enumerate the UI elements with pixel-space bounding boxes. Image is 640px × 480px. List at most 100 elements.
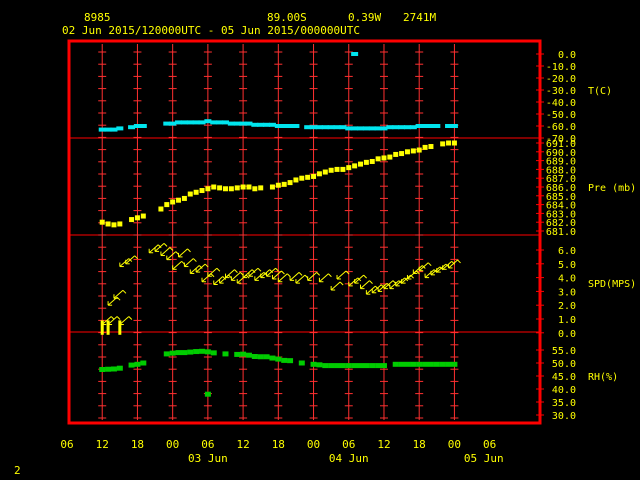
temperature-point — [204, 119, 212, 124]
y-tick-label: 689.0 — [546, 157, 576, 168]
humidity-point — [287, 358, 294, 364]
wind-arrow — [113, 289, 127, 299]
pressure-point — [416, 147, 422, 153]
humidity-point — [204, 349, 211, 355]
humidity-point — [369, 363, 376, 369]
pressure-point — [222, 186, 228, 192]
wind-arrow — [354, 274, 367, 284]
y-tick-label: 0.0 — [558, 50, 576, 61]
temperature-point — [116, 126, 124, 131]
wind-arrow — [224, 269, 238, 279]
pressure-point — [228, 186, 234, 192]
pressure-point — [199, 188, 205, 194]
wind-arrow — [271, 270, 285, 280]
humidity-point — [99, 367, 106, 372]
x-tick-label: 06 — [60, 438, 73, 451]
x-tick-label: 18 — [131, 438, 144, 451]
x-tick-label: 06 — [342, 438, 355, 451]
humidity-point — [345, 363, 352, 369]
y-tick-label: 30.0 — [552, 411, 576, 422]
temperature-point — [251, 122, 259, 127]
temperature-point — [392, 125, 400, 130]
x-tick-label: 00 — [166, 438, 179, 451]
pressure-point — [404, 149, 410, 155]
calm-wind-marker — [100, 320, 104, 335]
humidity-point — [210, 350, 217, 356]
temperature-point — [445, 124, 453, 128]
humidity-point — [433, 361, 440, 367]
x-tick-label: 06 — [483, 438, 496, 451]
x-day-label: 04 Jun — [329, 452, 369, 465]
temperature-point — [98, 127, 106, 132]
humidity-point — [380, 363, 387, 369]
humidity-point — [328, 363, 335, 369]
temperature-point — [133, 124, 141, 128]
temperature-point — [245, 121, 253, 126]
humidity-point — [193, 349, 200, 355]
y-tick-label: 2.0 — [558, 301, 576, 312]
pressure-point — [393, 151, 399, 157]
calm-wind-marker — [118, 320, 122, 335]
y-tick-label: 1.0 — [558, 315, 576, 326]
temperature-point — [227, 121, 235, 126]
temperature-point — [268, 122, 276, 127]
station-longitude: 0.39W — [348, 11, 382, 24]
temperature-point — [304, 125, 312, 130]
pressure-point — [316, 171, 322, 177]
temperature-point — [315, 125, 323, 130]
pressure-point — [410, 148, 416, 154]
humidity-point — [404, 361, 411, 367]
wind-arrow — [148, 244, 162, 254]
humidity-point — [416, 361, 423, 367]
panel-label: Pre (mb) — [588, 183, 636, 194]
station-elevation: 2741M — [403, 11, 437, 24]
y-tick-label: 6.0 — [558, 246, 576, 257]
pressure-point — [352, 163, 358, 169]
y-tick-label: -10.0 — [546, 62, 576, 73]
x-tick-label: 18 — [413, 438, 426, 451]
wind-arrow — [442, 260, 456, 270]
y-tick-label: 5.0 — [558, 260, 576, 271]
grid-layer — [69, 44, 544, 420]
pressure-point — [99, 219, 105, 225]
temperature-point — [175, 120, 183, 125]
x-tick-label: 12 — [236, 438, 249, 451]
wind-arrow — [389, 280, 403, 290]
y-tick-label: -60.0 — [546, 122, 576, 133]
x-tick-label: 00 — [307, 438, 320, 451]
pressure-point — [446, 140, 452, 146]
pressure-point — [328, 167, 334, 173]
temperature-point — [368, 126, 376, 131]
y-tick-label: 683.0 — [546, 209, 576, 220]
pressure-point — [399, 151, 405, 157]
temperature-point — [327, 125, 335, 130]
temperature-point — [292, 124, 300, 128]
temperature-point — [351, 52, 359, 56]
temperature-point — [421, 124, 429, 128]
pressure-point — [211, 184, 217, 190]
station-latitude: 89.00S — [267, 11, 307, 24]
pressure-point — [440, 141, 446, 147]
pressure-point — [381, 155, 387, 161]
pressure-point — [176, 197, 182, 203]
humidity-point — [110, 366, 117, 372]
humidity-point — [281, 357, 288, 363]
pressure-point — [281, 181, 287, 187]
pressure-point — [422, 144, 428, 150]
wind-arrow — [418, 262, 432, 272]
y-tick-label: 4.0 — [558, 274, 576, 285]
humidity-point — [169, 350, 176, 356]
pressure-point — [205, 186, 211, 192]
wind-arrow — [277, 273, 291, 283]
y-tick-label: 45.0 — [552, 372, 576, 383]
y-tick-label: 40.0 — [552, 385, 576, 396]
pressure-point — [369, 158, 375, 164]
plot-frame — [67, 39, 542, 425]
temperature-point — [333, 125, 341, 130]
humidity-point — [263, 354, 270, 360]
pressure-point — [217, 185, 223, 191]
wind-arrow — [160, 247, 174, 257]
panel-label: T(C) — [588, 86, 612, 97]
temperature-point — [186, 120, 194, 125]
pressure-point — [363, 159, 369, 165]
